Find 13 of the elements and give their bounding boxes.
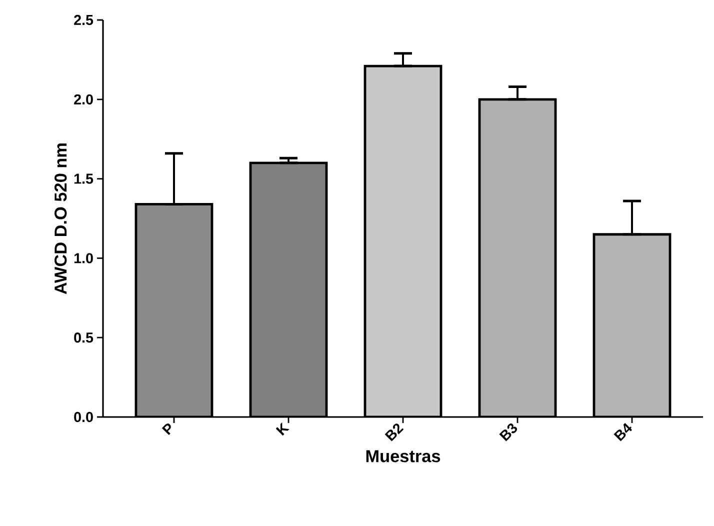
x-tick-label: B3 [499, 424, 518, 442]
x-tick-label: B2 [384, 424, 404, 442]
y-tick-label: 2.0 [74, 94, 93, 104]
y-tick-label: 1.5 [74, 174, 94, 184]
y-tick-label: 0.0 [74, 412, 93, 422]
x-tick-label: K [276, 422, 290, 436]
y-tick-label: 2.5 [74, 14, 94, 26]
x-tick-label: B4 [614, 422, 632, 442]
y-tick-label: 1.0 [74, 253, 93, 264]
y-axis-title: AWCD D.O 520 nm [54, 144, 67, 294]
x-axis-title: Muestras [366, 450, 440, 462]
y-tick-label: 0.5 [74, 332, 94, 343]
x-tick-label: P [162, 424, 171, 436]
